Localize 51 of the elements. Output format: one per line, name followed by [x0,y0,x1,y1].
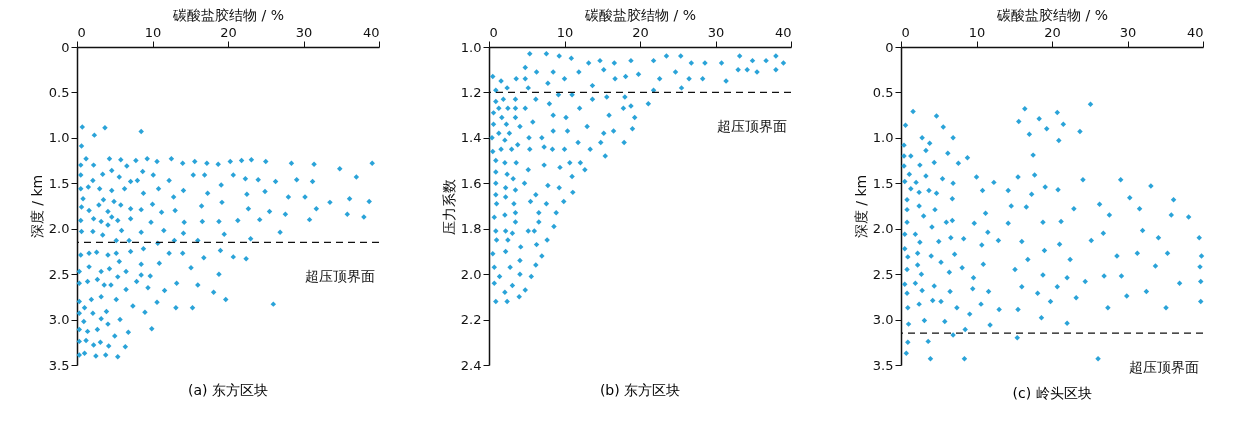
x-tick-label: 40 [774,24,792,40]
x-tick-label: 30 [1119,24,1137,40]
y-tick-label: 1.6 [460,175,482,191]
x-tick-label: 10 [968,24,986,40]
y-tick-label: 2.5 [48,266,70,282]
x-tick-label: 20 [632,24,649,40]
y-tick-label: 2.4 [460,357,482,373]
y-tick-label: 1.5 [872,175,894,191]
y-tick-label: 3.0 [48,312,70,328]
y-tick-label: 2.0 [872,221,894,237]
x-tick-label: 10 [144,24,162,40]
y-tick-label: 1.0 [48,130,70,146]
text: (a) 东方区块 [188,382,268,398]
y-tick-label: 2.2 [460,312,482,328]
text: (b) 东方区块 [599,382,681,398]
y-tick-label: 3.5 [48,357,70,373]
y-axis-title: 深度 / km [852,174,869,239]
x-tick-label: 0 [489,24,498,40]
x-tick-label: 40 [1186,24,1204,40]
y-tick-label: 1.2 [460,84,482,100]
x-tick-label: 20 [1044,24,1061,40]
y-tick-label: 1.0 [460,39,482,55]
y-tick-label: 0 [885,39,894,55]
text: (c) 岭头区块 [1012,385,1092,402]
x-tick-label: 20 [220,24,237,40]
y-tick-label: 1.5 [48,175,70,191]
x-tick-label: 40 [362,24,380,40]
x-axis-title: 碳酸盐胶结物 / % [172,6,284,23]
x-tick-label: 30 [707,24,725,40]
x-axis-title: 碳酸盐胶结物 / % [996,6,1108,23]
y-tick-label: 0.5 [872,84,894,100]
y-axis-title: 深度 / km [28,174,45,239]
ref-line-label: 超压顶界面 [1129,359,1199,376]
x-tick-label: 10 [556,24,574,40]
x-axis-title: 碳酸盐胶结物 / % [584,6,696,23]
ref-line-label: 超压顶界面 [305,268,375,285]
y-tick-label: 2.0 [48,221,70,237]
y-tick-label: 0 [61,39,70,55]
y-tick-label: 2.5 [872,266,894,282]
y-tick-label: 1.4 [460,130,482,146]
y-tick-label: 1.8 [460,221,482,237]
y-tick-label: 3.5 [872,357,894,373]
y-tick-label: 2.0 [460,266,482,282]
y-tick-label: 1.0 [872,130,894,146]
y-tick-label: 3.0 [872,312,894,328]
x-tick-label: 30 [295,24,313,40]
y-tick-label: 0.5 [48,84,70,100]
x-tick-label: 0 [77,24,86,40]
x-tick-label: 0 [901,24,910,40]
ref-line-label: 超压顶界面 [717,118,787,135]
y-axis-title: 压力系数 [440,178,457,235]
